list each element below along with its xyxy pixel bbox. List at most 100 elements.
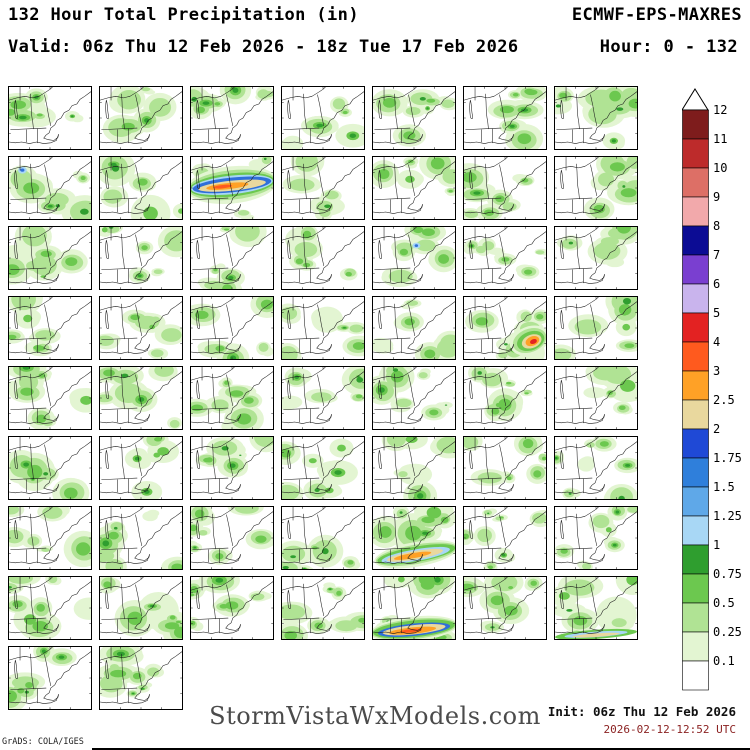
ensemble-member-panel: [8, 86, 92, 150]
ensemble-member-panel: [99, 436, 183, 500]
ensemble-member-panel: [281, 86, 365, 150]
ensemble-member-panel: [8, 156, 92, 220]
basemap-outline: [373, 297, 455, 359]
basemap-outline: [555, 297, 637, 359]
basemap-outline: [191, 157, 273, 219]
basemap-outline: [555, 87, 637, 149]
basemap-outline: [191, 437, 273, 499]
basemap-outline: [282, 507, 364, 569]
colorbar-label: 1.75: [713, 451, 742, 465]
ensemble-member-panel: [190, 506, 274, 570]
colorbar-segment: [682, 167, 709, 198]
basemap-outline: [282, 367, 364, 429]
colorbar-label: 11: [713, 132, 727, 146]
ensemble-member-panel: [554, 86, 638, 150]
colorbar-segment: [682, 428, 709, 459]
ensemble-member-panel: [463, 576, 547, 640]
colorbar-segment: [682, 138, 709, 169]
ensemble-member-panel: [190, 296, 274, 360]
colorbar-segment: [682, 254, 709, 285]
grads-credit: GrADS: COLA/IGES: [2, 737, 84, 747]
basemap-outline: [9, 647, 91, 709]
basemap-outline: [464, 507, 546, 569]
colorbar-label: 1: [713, 538, 720, 552]
ensemble-member-panel: [372, 436, 456, 500]
basemap-outline: [464, 297, 546, 359]
ensemble-member-panel: [281, 156, 365, 220]
colorbar-label: 10: [713, 161, 727, 175]
ensemble-member-panel: [99, 506, 183, 570]
ensemble-member-panel: [554, 366, 638, 430]
init-time: Init: 06z Thu 12 Feb 2026: [547, 704, 736, 719]
ensemble-member-panel: [372, 156, 456, 220]
colorbar-label: 0.1: [713, 654, 735, 668]
ensemble-member-panel: [554, 156, 638, 220]
ensemble-member-panel: [99, 366, 183, 430]
ensemble-member-panel: [281, 506, 365, 570]
ensemble-member-panel: [190, 156, 274, 220]
ensemble-member-panel: [99, 86, 183, 150]
ensemble-member-panel: [8, 576, 92, 640]
ensemble-member-panel: [554, 226, 638, 290]
basemap-outline: [464, 157, 546, 219]
ensemble-member-panel: [372, 226, 456, 290]
colorbar-segment: [682, 283, 709, 314]
basemap-outline: [100, 297, 182, 359]
colorbar-segment: [682, 457, 709, 488]
basemap-outline: [191, 87, 273, 149]
basemap-outline: [555, 437, 637, 499]
ensemble-member-panel: [8, 226, 92, 290]
ensemble-member-panel: [8, 366, 92, 430]
basemap-outline: [464, 577, 546, 639]
basemap-outline: [282, 157, 364, 219]
basemap-outline: [373, 577, 455, 639]
colorbar-label: 8: [713, 219, 720, 233]
colorbar-segment: [682, 225, 709, 256]
basemap-outline: [464, 87, 546, 149]
colorbar-label: 2: [713, 422, 720, 436]
ensemble-member-panel: [554, 296, 638, 360]
basemap-outline: [100, 437, 182, 499]
model-name: ECMWF-EPS-MAXRES: [571, 5, 742, 25]
ensemble-member-panel: [372, 576, 456, 640]
colorbar-segment: [682, 196, 709, 227]
ensemble-member-panel: [190, 576, 274, 640]
basemap-outline: [9, 507, 91, 569]
colorbar-segment: [682, 312, 709, 343]
basemap-outline: [9, 367, 91, 429]
generation-timestamp: 2026-02-12-12:52 UTC: [603, 723, 736, 736]
basemap-outline: [282, 297, 364, 359]
colorbar-label: 9: [713, 190, 720, 204]
ensemble-member-panel: [190, 436, 274, 500]
watermark: StormVistaWxModels.com: [209, 702, 541, 730]
colorbar-label: 3: [713, 364, 720, 378]
basemap-outline: [191, 227, 273, 289]
ensemble-member-panel: [8, 646, 92, 710]
colorbar-segment: [682, 341, 709, 372]
ensemble-member-panel: [190, 86, 274, 150]
ensemble-member-panel: [554, 576, 638, 640]
colorbar-segment: [682, 486, 709, 517]
basemap-outline: [373, 437, 455, 499]
colorbar-segment: [682, 631, 709, 662]
ensemble-member-panel: [190, 366, 274, 430]
ensemble-member-panel: [463, 296, 547, 360]
colorbar-label: 1.5: [713, 480, 735, 494]
basemap-outline: [100, 577, 182, 639]
ensemble-member-panel: [463, 436, 547, 500]
basemap-outline: [191, 367, 273, 429]
panel-grid: [8, 86, 648, 710]
basemap-outline: [555, 157, 637, 219]
basemap-outline: [282, 87, 364, 149]
ensemble-member-panel: [372, 506, 456, 570]
basemap-outline: [100, 227, 182, 289]
basemap-outline: [282, 437, 364, 499]
basemap-outline: [555, 507, 637, 569]
basemap-outline: [100, 157, 182, 219]
basemap-outline: [282, 577, 364, 639]
basemap-outline: [373, 367, 455, 429]
ensemble-member-panel: [281, 226, 365, 290]
forecast-hour-range: Hour: 0 - 132: [599, 37, 738, 57]
colorbar-segment: [682, 370, 709, 401]
ensemble-member-panel: [463, 226, 547, 290]
